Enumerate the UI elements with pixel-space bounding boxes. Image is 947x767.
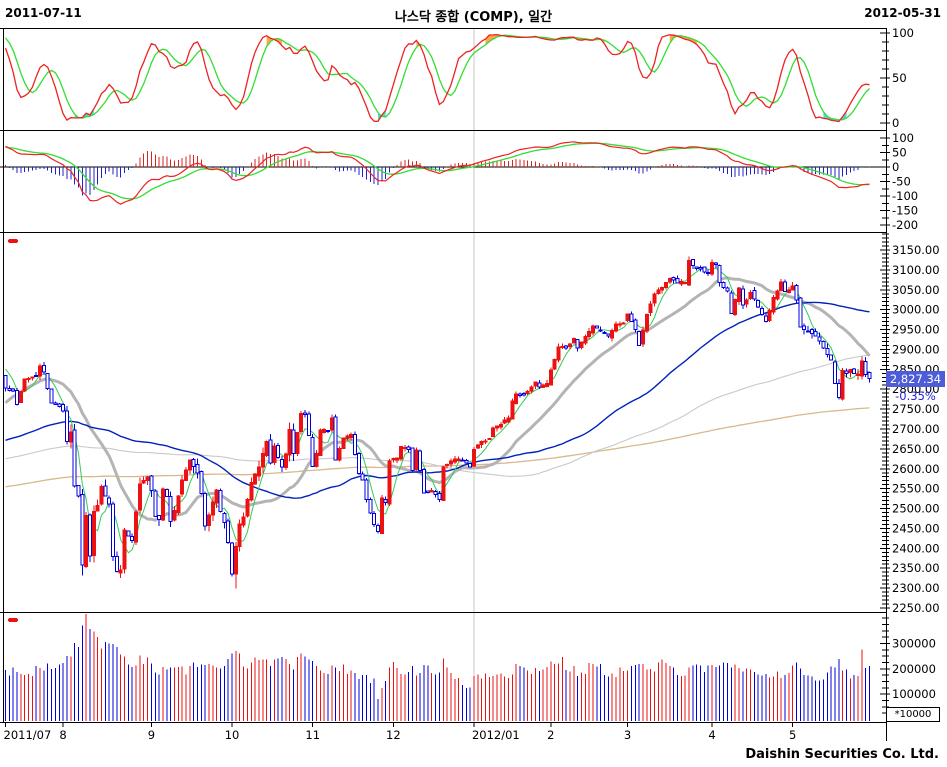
volume-unit-box: *10000 [886, 707, 940, 722]
svg-text:2750.00: 2750.00 [892, 402, 940, 416]
chart-start-date: 2011-07-11 [5, 6, 82, 20]
svg-text:0: 0 [892, 116, 899, 130]
svg-text:2300.00: 2300.00 [892, 581, 940, 595]
svg-text:12: 12 [386, 728, 401, 742]
svg-text:2: 2 [547, 728, 554, 742]
right-axis: 050100100500-50-100-150-2002250.002300.0… [880, 26, 940, 714]
svg-text:-50: -50 [892, 175, 911, 189]
svg-text:3: 3 [624, 728, 631, 742]
svg-text:2400.00: 2400.00 [892, 541, 940, 555]
svg-text:3050.00: 3050.00 [892, 283, 940, 297]
svg-text:-150: -150 [892, 204, 918, 218]
svg-text:4: 4 [708, 728, 715, 742]
price-panel [3, 239, 872, 589]
svg-text:2900.00: 2900.00 [892, 342, 940, 356]
svg-text:2450.00: 2450.00 [892, 521, 940, 535]
svg-text:2650.00: 2650.00 [892, 442, 940, 456]
svg-text:3100.00: 3100.00 [892, 263, 940, 277]
price-change-label: -0.35% [895, 389, 936, 403]
svg-text:8: 8 [59, 728, 66, 742]
svg-text:50: 50 [892, 71, 907, 85]
svg-text:300000: 300000 [892, 637, 936, 651]
svg-text:2700.00: 2700.00 [892, 422, 940, 436]
svg-text:2250.00: 2250.00 [892, 601, 940, 615]
svg-text:50: 50 [892, 146, 907, 160]
svg-text:2950.00: 2950.00 [892, 323, 940, 337]
chart-end-date: 2012-05-31 [864, 6, 941, 20]
svg-text:-200: -200 [892, 218, 918, 232]
svg-text:2500.00: 2500.00 [892, 502, 940, 516]
svg-text:2011/07: 2011/07 [4, 728, 52, 742]
svg-text:100: 100 [892, 131, 914, 145]
chart-frame [0, 28, 887, 741]
macd-panel [5, 141, 870, 205]
svg-text:2600.00: 2600.00 [892, 462, 940, 476]
svg-text:2350.00: 2350.00 [892, 561, 940, 575]
svg-text:2012/01: 2012/01 [472, 728, 520, 742]
svg-text:-100: -100 [892, 189, 918, 203]
stochastic-panel [4, 33, 870, 123]
svg-text:3000.00: 3000.00 [892, 303, 940, 317]
svg-text:9: 9 [148, 728, 155, 742]
svg-text:100000: 100000 [892, 687, 936, 701]
svg-text:2550.00: 2550.00 [892, 482, 940, 496]
svg-text:200000: 200000 [892, 662, 936, 676]
time-axis: 2011/07 8 9 10 11 12 2012/01 2 3 4 5 [4, 722, 796, 742]
last-price-badge: 2,827.34 [886, 371, 945, 387]
svg-text:0: 0 [892, 160, 899, 174]
svg-text:5: 5 [789, 728, 796, 742]
volume-panel [5, 614, 870, 721]
svg-text:100: 100 [892, 26, 914, 40]
svg-text:11: 11 [305, 728, 320, 742]
chart-title: 나스닥 종합 (COMP), 일간 [394, 10, 553, 25]
svg-text:10: 10 [225, 728, 240, 742]
broker-attribution: Daishin Securities Co. Ltd. [745, 747, 939, 762]
svg-text:3150.00: 3150.00 [892, 243, 940, 257]
